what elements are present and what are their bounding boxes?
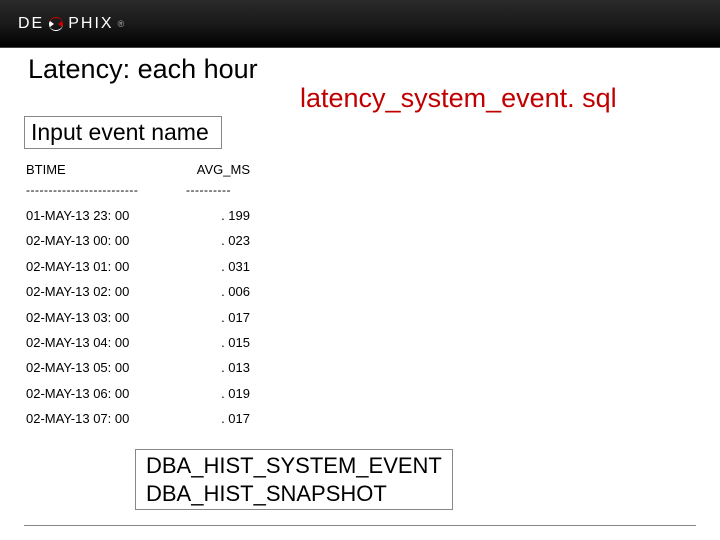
footer-line2: DBA_HIST_SNAPSHOT [146, 480, 442, 508]
cell-btime: 02-MAY-13 07: 00 [26, 406, 186, 431]
footer-line1: DBA_HIST_SYSTEM_EVENT [146, 452, 442, 480]
cell-avg: . 023 [186, 228, 266, 253]
cell-btime: 02-MAY-13 02: 00 [26, 279, 186, 304]
cell-avg: . 199 [186, 203, 266, 228]
page-subtitle: latency_system_event. sql [0, 83, 720, 114]
separator-right: ---------- [186, 182, 266, 199]
col-header-btime: BTIME [26, 157, 186, 182]
latency-table: BTIME AVG_MS ------------------------- -… [26, 157, 720, 431]
cell-avg: . 031 [186, 254, 266, 279]
cell-btime: 02-MAY-13 05: 00 [26, 355, 186, 380]
logo: DE PHIX ® [18, 15, 124, 33]
table-row: 02-MAY-13 01: 00 . 031 [26, 254, 720, 279]
separator-left: ------------------------- [26, 182, 186, 199]
cell-avg: . 017 [186, 406, 266, 431]
cell-avg: . 019 [186, 381, 266, 406]
table-row: 02-MAY-13 02: 00 . 006 [26, 279, 720, 304]
table-header-row: BTIME AVG_MS [26, 157, 720, 182]
cell-btime: 01-MAY-13 23: 00 [26, 203, 186, 228]
cell-avg: . 017 [186, 305, 266, 330]
page-title: Latency: each hour [0, 48, 720, 85]
cell-btime: 02-MAY-13 03: 00 [26, 305, 186, 330]
cell-btime: 02-MAY-13 01: 00 [26, 254, 186, 279]
cell-btime: 02-MAY-13 06: 00 [26, 381, 186, 406]
logo-swirl-icon [47, 15, 65, 33]
table-row: 02-MAY-13 07: 00 . 017 [26, 406, 720, 431]
table-row: 02-MAY-13 00: 00 . 023 [26, 228, 720, 253]
header-bar: DE PHIX ® [0, 0, 720, 48]
input-event-label: Input event name [24, 116, 222, 149]
table-row: 01-MAY-13 23: 00 . 199 [26, 203, 720, 228]
registered-mark: ® [118, 19, 125, 29]
table-row: 02-MAY-13 06: 00 . 019 [26, 381, 720, 406]
cell-btime: 02-MAY-13 04: 00 [26, 330, 186, 355]
separator-row: ------------------------- ---------- [26, 182, 720, 199]
cell-btime: 02-MAY-13 00: 00 [26, 228, 186, 253]
footer-box: DBA_HIST_SYSTEM_EVENT DBA_HIST_SNAPSHOT [135, 449, 453, 510]
table-row: 02-MAY-13 04: 00 . 015 [26, 330, 720, 355]
logo-text-left: DE [18, 15, 44, 33]
cell-avg: . 006 [186, 279, 266, 304]
logo-text-right: PHIX [68, 15, 113, 33]
table-row: 02-MAY-13 05: 00 . 013 [26, 355, 720, 380]
cell-avg: . 013 [186, 355, 266, 380]
col-header-avg: AVG_MS [186, 157, 266, 182]
cell-avg: . 015 [186, 330, 266, 355]
bottom-rule [24, 525, 696, 526]
table-row: 02-MAY-13 03: 00 . 017 [26, 305, 720, 330]
